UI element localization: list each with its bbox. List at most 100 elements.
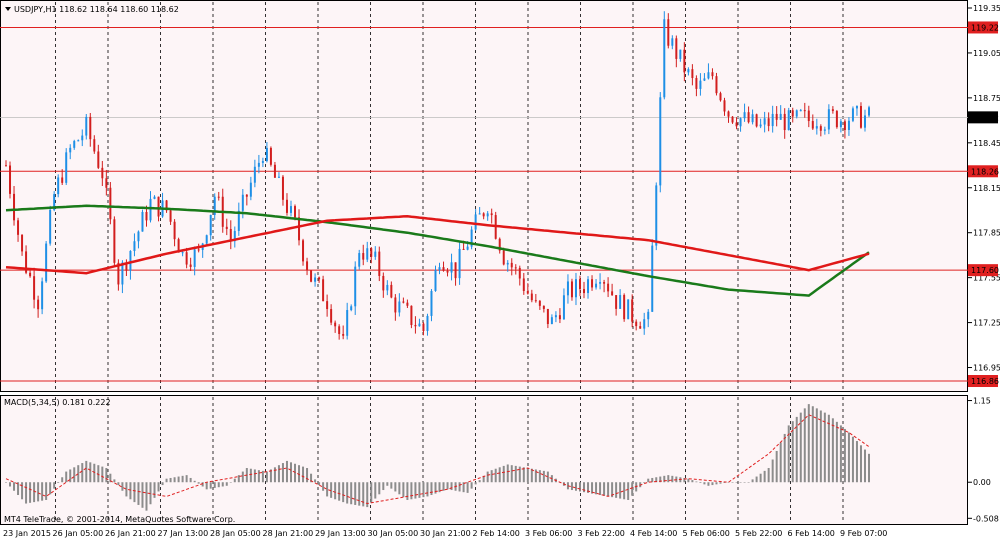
candle-body [863, 115, 866, 128]
macd-bar [699, 482, 702, 483]
macd-bar [61, 477, 64, 483]
candle-body [490, 213, 493, 216]
candle-body [213, 196, 216, 215]
candle-body [647, 311, 650, 320]
time-tick-label: 28 Jan 21:00 [263, 529, 314, 538]
macd-bar [406, 482, 409, 500]
price-tick-label: 118.75 [973, 94, 1000, 103]
candle-body [265, 147, 268, 162]
macd-bar [378, 482, 381, 495]
price-tick-label: 116.95 [973, 364, 1000, 373]
macd-bar [743, 482, 746, 483]
macd-bar [627, 482, 630, 500]
candle-body [482, 213, 485, 217]
price-tick-label: 117.25 [973, 319, 1000, 328]
macd-bar [101, 466, 104, 483]
macd-bar [651, 477, 654, 483]
macd-bar [310, 473, 313, 483]
macd-bar [398, 482, 401, 495]
macd-bar [330, 482, 333, 498]
price-level-tag [968, 375, 998, 388]
candle-body [177, 239, 180, 253]
macd-bar [603, 482, 606, 496]
candle-body [679, 49, 682, 59]
candle-body [522, 278, 525, 291]
macd-bar [17, 482, 20, 496]
candle-body [273, 164, 276, 178]
macd-bar [727, 482, 730, 483]
price-tick-label: 119.05 [973, 49, 1000, 58]
macd-bar [731, 482, 734, 483]
candle-body [635, 321, 638, 327]
macd-bar [631, 482, 634, 496]
macd-bar [615, 482, 618, 498]
candle-body [326, 301, 329, 310]
candle-body [117, 262, 120, 285]
candle-body [181, 252, 184, 254]
candle-body [13, 193, 16, 221]
macd-bar [306, 468, 309, 483]
candle-body [422, 323, 425, 331]
macd-bar [25, 482, 28, 504]
candle-body [269, 147, 272, 165]
macd-signal-line [5, 414, 870, 505]
vertical-grid [55, 2, 844, 522]
candle-body [69, 147, 72, 153]
candle-body [835, 111, 838, 128]
candle-body [775, 113, 778, 120]
candle-body [281, 176, 284, 200]
candle-body [687, 69, 690, 73]
symbol-dropdown-icon[interactable] [5, 7, 11, 11]
candle-body [751, 114, 754, 123]
macd-bar [157, 482, 160, 492]
macd-bar [434, 482, 437, 494]
candle-body [314, 277, 317, 282]
candle-body [534, 300, 537, 302]
candle-body [414, 324, 417, 327]
candle-body [823, 129, 826, 131]
candle-body [49, 209, 52, 244]
candle-body [33, 276, 36, 300]
macd-bar [667, 475, 670, 483]
candle-body [755, 114, 758, 127]
macd-bar [851, 436, 854, 483]
macd-bar [121, 482, 124, 491]
macd-bar [261, 470, 264, 483]
macd-bar [334, 482, 337, 500]
candle-body [362, 253, 365, 260]
candle-body [330, 309, 333, 323]
macd-bar [314, 479, 317, 483]
candle-body [611, 291, 614, 296]
candle-body [205, 235, 208, 244]
macd-bar [93, 463, 96, 483]
macd-bar [498, 467, 501, 483]
candle-body [390, 284, 393, 298]
macd-bar [619, 482, 622, 499]
candle-body [546, 308, 549, 325]
macd-bar [767, 468, 770, 483]
candle-body [402, 301, 405, 303]
candle-body [779, 113, 782, 120]
macd-bar [302, 466, 305, 483]
candle-body [129, 250, 132, 271]
main-panel-bg [0, 0, 968, 392]
macd-bar [607, 482, 610, 497]
macd-bar [478, 480, 481, 483]
moving-averages [5, 204, 870, 297]
macd-bar [815, 408, 818, 483]
macd-bar [326, 482, 329, 497]
macd-bar [868, 453, 870, 483]
candle-body [37, 299, 40, 310]
candle-body [578, 279, 581, 290]
time-tick-label: 2 Feb 14:00 [473, 529, 520, 538]
time-tick-label: 26 Jan 05:00 [53, 529, 104, 538]
macd-bar [285, 460, 288, 483]
candle-body [334, 322, 337, 327]
candle-body [358, 253, 361, 267]
macd-bar [683, 477, 686, 483]
macd-bar [241, 471, 244, 483]
candle-body [77, 140, 80, 142]
candle-body [510, 262, 513, 268]
price-level-tag [968, 264, 998, 277]
